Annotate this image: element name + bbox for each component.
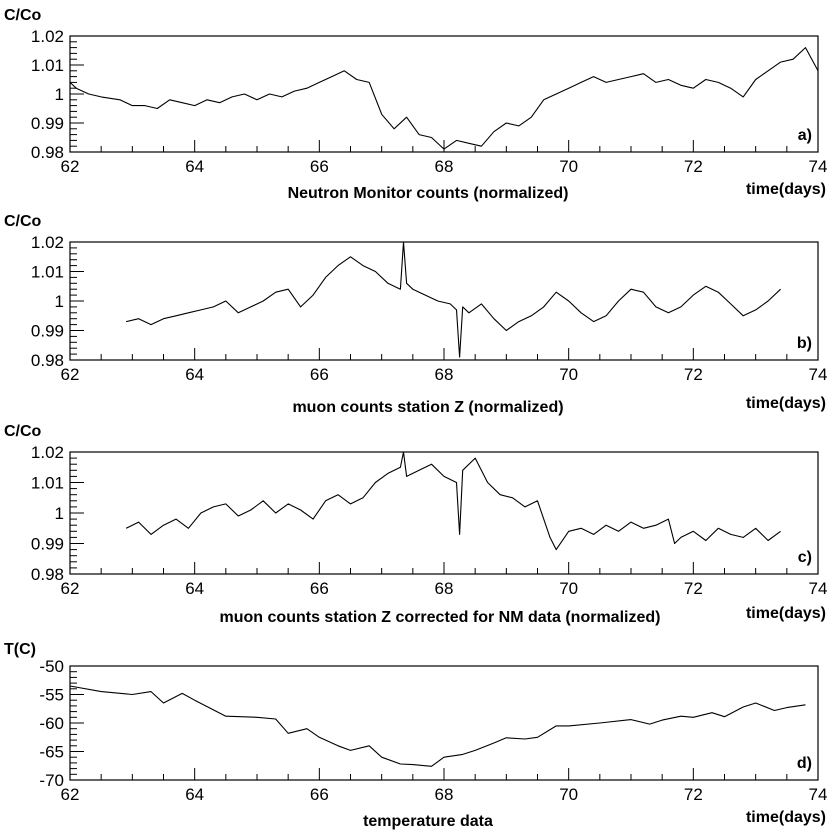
panel-label: b) bbox=[797, 335, 812, 352]
x-tick-label: 66 bbox=[310, 365, 329, 384]
y-tick-label: 0.98 bbox=[31, 351, 64, 370]
x-tick-label: 74 bbox=[809, 579, 828, 598]
x-tick-label: 64 bbox=[185, 365, 204, 384]
plot-frame bbox=[69, 241, 819, 361]
y-tick-label: 0.99 bbox=[31, 322, 64, 341]
y-tick-label: 1.01 bbox=[31, 474, 64, 493]
x-tick-label: 62 bbox=[61, 785, 80, 804]
plot-frame bbox=[69, 665, 819, 781]
x-tick-label: 68 bbox=[435, 579, 454, 598]
y-axis-label: T(C) bbox=[4, 641, 36, 658]
x-tick-label: 70 bbox=[559, 365, 578, 384]
y-tick-label: -55 bbox=[39, 686, 64, 705]
x-axis-unit: time(days) bbox=[746, 809, 826, 826]
x-tick-label: 62 bbox=[61, 579, 80, 598]
y-tick-label: 0.99 bbox=[31, 535, 64, 554]
x-tick-label: 74 bbox=[809, 365, 828, 384]
y-tick-label: 1.02 bbox=[31, 233, 64, 252]
y-axis-label: C/Co bbox=[4, 213, 42, 230]
panel-c: 0.98 0.99 1 1.01 1.02 62 64 66 68 70 72 74 C/Co c) tim… bbox=[4, 423, 827, 626]
y-axis-label: C/Co bbox=[4, 7, 42, 24]
panel-label: a) bbox=[798, 127, 812, 144]
series-line-b bbox=[125, 241, 781, 358]
series-line-a bbox=[69, 47, 819, 150]
x-tick-label: 72 bbox=[684, 579, 703, 598]
y-tick-label: 1 bbox=[55, 85, 64, 104]
y-tick-label: 1.01 bbox=[31, 56, 64, 75]
y-axis-label: C/Co bbox=[4, 423, 42, 440]
x-tick-label: 62 bbox=[61, 365, 80, 384]
x-tick-label: 74 bbox=[809, 157, 828, 176]
x-tick-label: 64 bbox=[185, 785, 204, 804]
x-tick-label: 66 bbox=[310, 157, 329, 176]
y-tick-label: 1.01 bbox=[31, 263, 64, 282]
x-tick-label: 62 bbox=[61, 157, 80, 176]
x-axis-unit: time(days) bbox=[746, 395, 826, 412]
y-tick-label: -70 bbox=[39, 771, 64, 790]
x-axis-caption: muon counts station Z (normalized) bbox=[292, 399, 563, 416]
panel-b: 0.98 0.99 1 1.01 1.02 62 64 66 68 70 72 74 C/Co b) tim… bbox=[4, 213, 827, 416]
y-tick-label: -65 bbox=[39, 743, 64, 762]
panel-a: 0.98 0.99 1 1.01 1.02 62 64 66 68 70 72 74 C/Co a) tim… bbox=[4, 7, 827, 202]
x-axis-caption: Neutron Monitor counts (normalized) bbox=[288, 185, 569, 202]
plot-frame bbox=[69, 35, 819, 153]
x-tick-label: 70 bbox=[559, 579, 578, 598]
x-axis-caption: muon counts station Z corrected for NM d… bbox=[220, 609, 661, 626]
x-tick-label: 74 bbox=[809, 785, 828, 804]
x-tick-label: 70 bbox=[559, 785, 578, 804]
x-axis-unit: time(days) bbox=[746, 181, 826, 198]
x-tick-label: 66 bbox=[310, 785, 329, 804]
plot-frame bbox=[69, 451, 819, 575]
y-tick-label: 0.98 bbox=[31, 565, 64, 584]
x-tick-label: 70 bbox=[559, 157, 578, 176]
x-tick-label: 66 bbox=[310, 579, 329, 598]
x-axis-unit: time(days) bbox=[746, 605, 826, 622]
x-tick-label: 72 bbox=[684, 157, 703, 176]
y-tick-label: -60 bbox=[39, 714, 64, 733]
y-tick-label: 0.98 bbox=[31, 143, 64, 162]
y-tick-label: 0.99 bbox=[31, 114, 64, 133]
series-line-c bbox=[125, 451, 781, 551]
x-tick-label: 72 bbox=[684, 785, 703, 804]
x-tick-label: 64 bbox=[185, 157, 204, 176]
y-tick-label: 1 bbox=[55, 504, 64, 523]
y-tick-label: 1 bbox=[55, 292, 64, 311]
x-tick-label: 68 bbox=[435, 785, 454, 804]
series-line-d bbox=[69, 685, 806, 767]
x-tick-label: 68 bbox=[435, 365, 454, 384]
panel-label: c) bbox=[798, 549, 812, 566]
panel-label: d) bbox=[797, 755, 812, 772]
y-tick-label: -50 bbox=[39, 657, 64, 676]
x-tick-label: 64 bbox=[185, 579, 204, 598]
panel-d: -70 -65 -60 -55 -50 62 64 66 68 70 72 74 T(C) d) time(… bbox=[4, 641, 827, 830]
x-tick-label: 72 bbox=[684, 365, 703, 384]
y-tick-label: 1.02 bbox=[31, 443, 64, 462]
x-axis-caption: temperature data bbox=[363, 813, 493, 830]
x-tick-label: 68 bbox=[435, 157, 454, 176]
y-tick-label: 1.02 bbox=[31, 27, 64, 46]
